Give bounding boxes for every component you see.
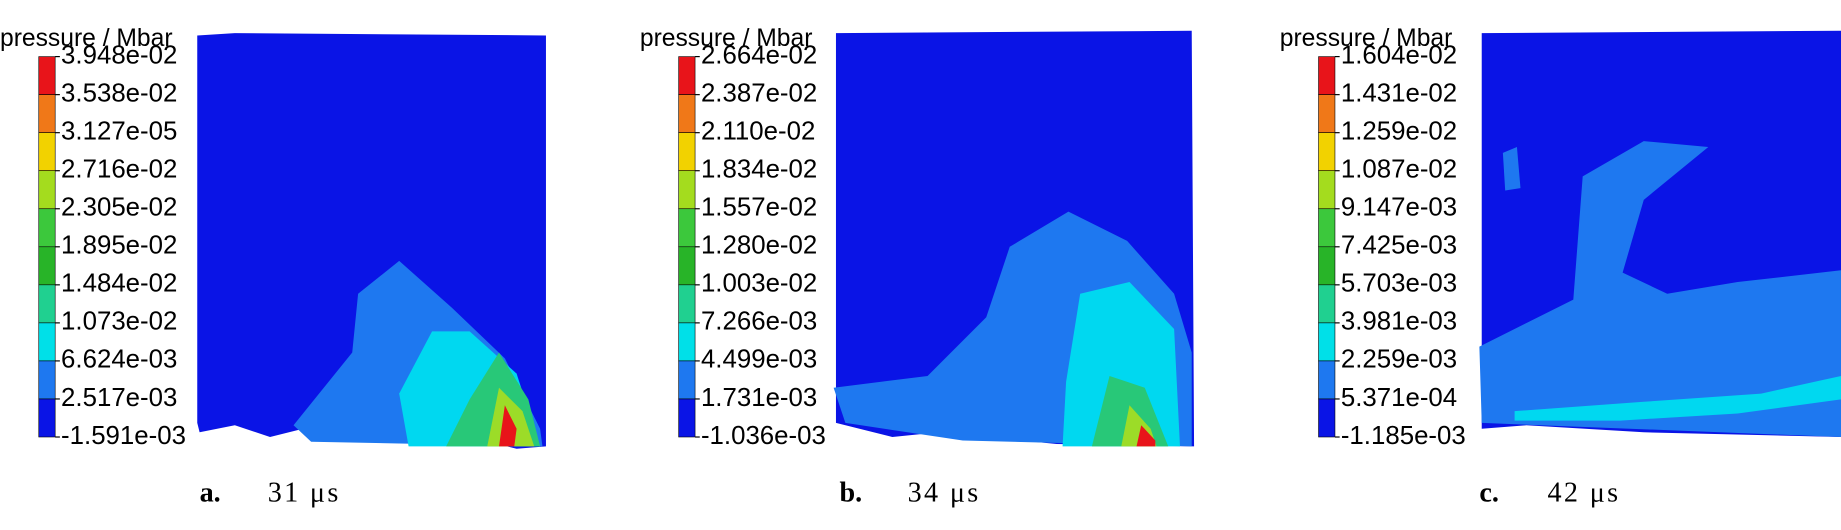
colorbar-band (38, 360, 56, 400)
colorbar-band (38, 94, 56, 133)
colorbar-band (678, 94, 696, 133)
caption-label: c. (1479, 478, 1499, 509)
colorbar-label: 6.624e-03 (61, 346, 177, 374)
colorbar-label: 3.981e-03 (1341, 308, 1457, 336)
colorbar-label: 3.538e-02 (61, 79, 177, 107)
colorbar-label: 1.087e-02 (1341, 156, 1457, 184)
colorbar-label: 5.703e-03 (1341, 270, 1457, 298)
colorbar-band (1318, 132, 1336, 172)
colorbar-label: 1.259e-02 (1341, 118, 1457, 146)
colorbar-label: -1.591e-03 (61, 422, 186, 450)
colorbar-band (38, 132, 56, 172)
colorbar-band (38, 246, 56, 286)
colorbar-band (38, 284, 56, 324)
colorbar-band (38, 322, 56, 362)
colorbar-band (1318, 322, 1336, 362)
colorbar-label: 2.305e-02 (61, 194, 177, 222)
colorbar-label: 2.716e-02 (61, 156, 177, 184)
colorbar-label: 2.110e-02 (701, 118, 815, 146)
colorbar-label: -1.185e-03 (1341, 422, 1466, 450)
colorbar-band (678, 246, 696, 286)
colorbar-band (678, 284, 696, 324)
colorbar-label: -1.036e-03 (701, 422, 826, 450)
colorbar-label: 1.073e-02 (61, 308, 177, 336)
caption-time: 34 μs (908, 478, 981, 509)
colorbar-band (678, 56, 696, 95)
colorbar-label: 2.259e-03 (1341, 346, 1457, 374)
colorbar-label: 9.147e-03 (1341, 194, 1457, 222)
colorbar-band (1318, 284, 1336, 324)
colorbar-label: 1.003e-02 (701, 270, 817, 298)
colorbar-band (38, 208, 56, 248)
colorbar-label: 2.664e-02 (701, 41, 817, 69)
colorbar-band (678, 398, 696, 438)
colorbar-label: 1.431e-02 (1341, 79, 1457, 107)
colorbar-band (1318, 246, 1336, 286)
colorbar-band (38, 56, 56, 95)
colorbar-label: 3.948e-02 (61, 41, 177, 69)
colorbar-band (38, 398, 56, 438)
colorbar-label: 1.484e-02 (61, 270, 177, 298)
colorbar-label: 7.266e-03 (701, 308, 817, 336)
contour-plot (197, 33, 546, 449)
colorbar-label: 2.517e-03 (61, 384, 177, 412)
caption-label: b. (839, 478, 862, 509)
colorbar-band (678, 360, 696, 400)
colorbar-label: 1.280e-02 (701, 232, 817, 260)
colorbar-band (678, 132, 696, 172)
colorbar-label: 1.557e-02 (701, 194, 817, 222)
colorbar-band (1318, 170, 1336, 210)
contour-plot (833, 30, 1195, 447)
colorbar-heading: pressure / Mbar (1280, 25, 1453, 52)
colorbar-band (678, 208, 696, 248)
colorbar-label: 1.731e-03 (701, 384, 817, 412)
colorbar-label: 1.895e-02 (61, 232, 177, 260)
colorbar-band (1318, 56, 1336, 95)
colorbar-label: 7.425e-03 (1341, 232, 1457, 260)
colorbar-band (1318, 360, 1336, 400)
colorbar-label: 1.604e-02 (1341, 41, 1457, 69)
colorbar-label: 5.371e-04 (1341, 384, 1457, 412)
colorbar-label: 4.499e-03 (701, 346, 817, 374)
caption-time: 42 μs (1547, 478, 1620, 509)
caption-time: 31 μs (268, 478, 341, 509)
colorbar-heading: pressure / Mbar (640, 25, 813, 52)
caption-label: a. (200, 478, 221, 509)
colorbar-band (1318, 398, 1336, 438)
colorbar-band (678, 170, 696, 210)
colorbar-heading: pressure / Mbar (0, 25, 173, 52)
colorbar-band (678, 322, 696, 362)
contour-plot (1479, 30, 1841, 438)
colorbar-label: 3.127e-05 (61, 118, 177, 146)
colorbar-band (1318, 208, 1336, 248)
colorbar-band (1318, 94, 1336, 133)
colorbar-label: 2.387e-02 (701, 79, 817, 107)
colorbar-label: 1.834e-02 (701, 156, 817, 184)
colorbar-band (38, 170, 56, 210)
